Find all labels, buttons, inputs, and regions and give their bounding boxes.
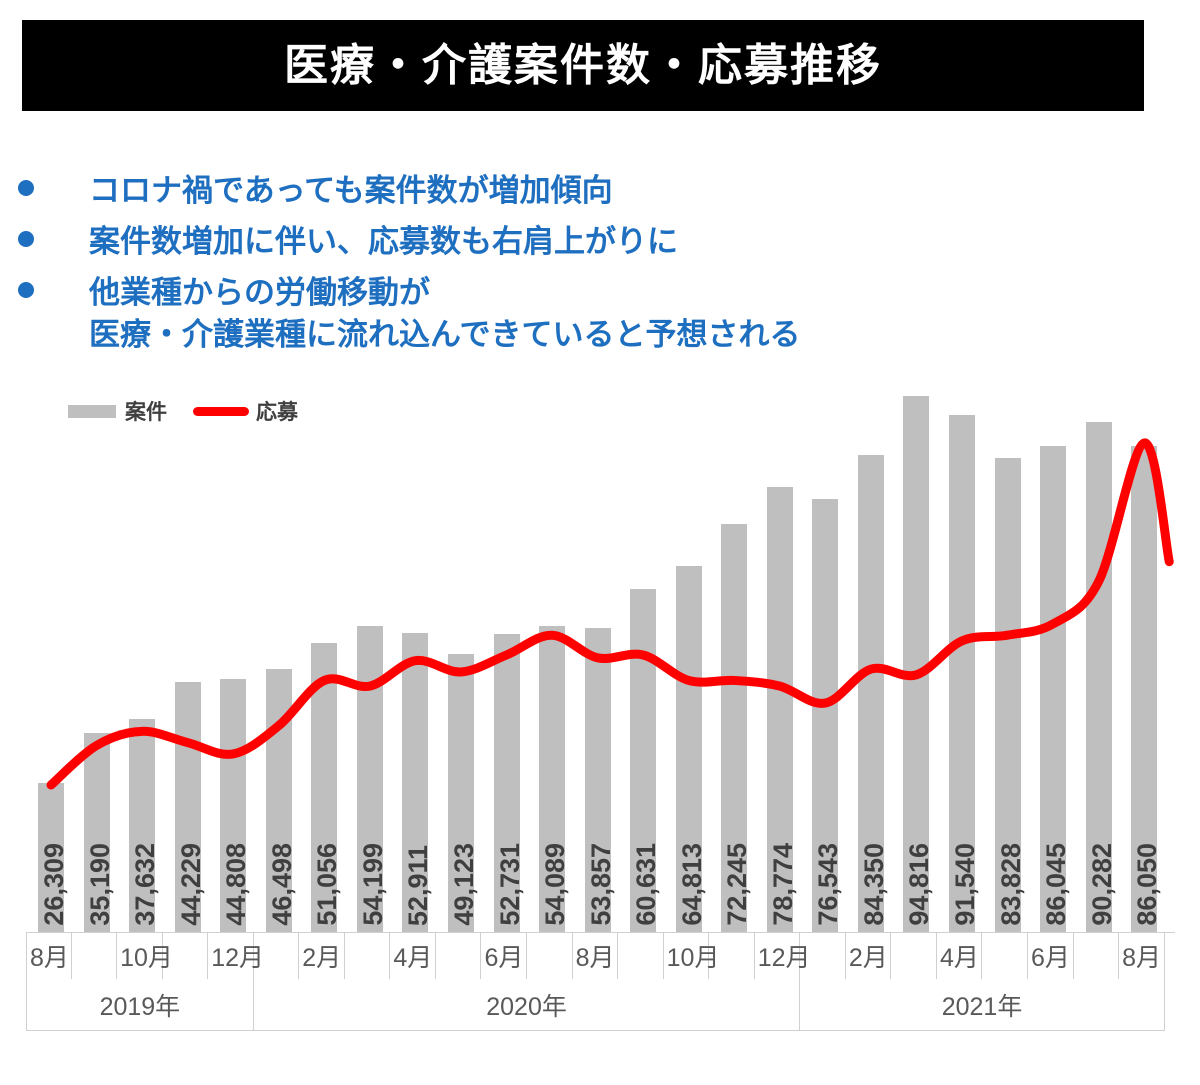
chart-bar-value-label: 90,282 <box>1086 843 1117 926</box>
bullet-line: 医療・介護業種に流れ込んできていると予想される <box>89 317 801 353</box>
axis-month-cell <box>254 933 300 979</box>
chart-bar-value-label: 54,089 <box>540 843 571 926</box>
bullet-text: コロナ禍であっても案件数が増加傾向 <box>89 170 613 213</box>
axis-month-label: 2月 <box>302 944 342 972</box>
chart-bar-value-label: 44,808 <box>221 843 252 926</box>
axis-month-label: 12月 <box>211 944 264 972</box>
axis-month-cell <box>1074 933 1120 979</box>
bullet-line: 案件数増加に伴い、応募数も右肩上がりに <box>89 223 678 259</box>
bullet-item: 他業種からの労働移動が医療・介護業種に流れ込んできていると予想される <box>18 272 1118 358</box>
legend-label: 応募 <box>256 401 298 424</box>
bullet-text: 案件数増加に伴い、応募数も右肩上がりに <box>89 221 678 264</box>
axis-year-group-cell: 2021年 <box>800 979 1165 1031</box>
chart-bar-value-label: 49,123 <box>448 843 479 926</box>
axis-month-label: 10月 <box>666 944 720 972</box>
axis-month-cell <box>618 933 664 979</box>
chart-legend: 案件 応募 <box>68 396 324 426</box>
chart-bar-value-label: 54,199 <box>357 843 388 926</box>
axis-month-cell: 6月 <box>481 933 528 979</box>
bullet-line: 他業種からの労働移動が <box>89 274 430 310</box>
chart-bar-value-label: 86,045 <box>1041 843 1072 926</box>
chart-bar-value-label: 64,813 <box>676 843 707 926</box>
axis-month-row: 8月 10月 12月 2月 4月 6月 8月 10月 12月 2月 4月 6月 8月 <box>26 932 1175 979</box>
axis-month-cell: 4月 <box>390 933 436 979</box>
axis-month-cell: 2月 <box>846 933 892 979</box>
chart-bar-value-label: 76,543 <box>813 843 844 926</box>
axis-month-cell <box>982 933 1029 979</box>
bullet-dot-icon <box>18 281 34 298</box>
chart-bar-value-label: 72,245 <box>722 843 753 926</box>
bullet-line: コロナ禍であっても案件数が増加傾向 <box>89 173 613 208</box>
axis-month-cell <box>436 933 482 979</box>
axis-year-label: 2021年 <box>941 992 1023 1021</box>
axis-month-cell: 10月 <box>664 933 719 979</box>
legend-line-swatch-icon <box>193 406 249 416</box>
chart-bar-value-label: 46,498 <box>266 843 297 926</box>
axis-month-label: 2月 <box>848 944 888 972</box>
chart-x-axis: 8月 10月 12月 2月 4月 6月 8月 10月 12月 2月 4月 6月 8月 2019年 2020… <box>26 932 1175 1031</box>
bullet-dot-icon <box>18 230 34 247</box>
axis-year-label: 2020年 <box>486 992 567 1021</box>
chart-bar-value-label: 51,056 <box>312 843 343 926</box>
chart-bar-value-label: 94,816 <box>904 843 935 926</box>
chart-bar-value-label: 44,229 <box>175 843 206 926</box>
chart-bar-value-label: 53,857 <box>585 843 616 926</box>
axis-month-label: 10月 <box>120 944 173 972</box>
chart-bar-value-label: 35,190 <box>84 843 115 926</box>
axis-month-cell: 12月 <box>208 933 264 979</box>
axis-year-group-cell: 2019年 <box>26 979 254 1031</box>
chart-bar-value-label: 83,828 <box>995 843 1026 926</box>
axis-month-cell: 8月 <box>26 933 72 979</box>
axis-year-group-cell: 2020年 <box>253 979 801 1031</box>
chart-bar-value-label: 91,540 <box>950 843 980 926</box>
legend-item-applications: 応募 <box>193 396 298 426</box>
axis-year-row: 2019年 2020年 2021年 <box>26 979 1175 1031</box>
axis-month-cell <box>709 933 755 979</box>
axis-month-cell: 4月 <box>937 933 983 979</box>
page-title: 医療・介護案件数・応募推移 <box>284 40 882 90</box>
chart-bar-value-label: 37,632 <box>130 843 161 926</box>
axis-month-label: 8月 <box>1122 944 1162 972</box>
axis-month-label: 6月 <box>484 944 524 972</box>
chart-bar-value-label: 52,731 <box>494 843 525 926</box>
chart-bar-value-label: 86,050 <box>1132 843 1163 926</box>
legend-label: 案件 <box>125 401 167 424</box>
chart-bar-value-label: 78,774 <box>767 843 798 926</box>
axis-month-label: 12月 <box>757 944 811 972</box>
axis-month-cell: 8月 <box>573 933 619 979</box>
bullet-dot-icon <box>18 180 34 196</box>
axis-month-cell <box>891 933 937 979</box>
axis-month-label: 6月 <box>1031 944 1070 972</box>
axis-month-cell: 10月 <box>117 933 173 979</box>
axis-month-cell <box>163 933 209 979</box>
chart-bar-value-label: 26,309 <box>39 843 69 926</box>
title-bar: 医療・介護案件数・応募推移 <box>22 20 1144 111</box>
axis-month-cell: 6月 <box>1028 933 1074 979</box>
axis-month-label: 4月 <box>393 944 433 972</box>
chart-bar-value-label: 52,911 <box>403 844 434 926</box>
bullet-item: コロナ禍であっても案件数が増加傾向 <box>18 170 1118 213</box>
bullet-list: コロナ禍であっても案件数が増加傾向 案件数増加に伴い、応募数も右肩上がりに 他業種か… <box>18 170 1118 365</box>
chart-bar-value-label: 84,350 <box>858 843 889 926</box>
legend-item-cases: 案件 <box>68 396 167 426</box>
axis-year-label: 2019年 <box>99 992 181 1021</box>
bullet-text: 他業種からの労働移動が医療・介護業種に流れ込んできていると予想される <box>89 272 800 358</box>
axis-month-cell: 2月 <box>299 933 345 979</box>
axis-month-cell: 12月 <box>755 933 811 979</box>
axis-month-label: 8月 <box>575 944 615 972</box>
axis-month-cell <box>800 933 846 979</box>
axis-month-cell <box>72 933 118 979</box>
axis-month-cell: 8月 <box>1119 933 1165 979</box>
legend-bar-swatch-icon <box>68 404 116 418</box>
axis-month-label: 8月 <box>30 944 69 972</box>
axis-month-cell <box>345 933 391 979</box>
chart-bar <box>38 783 64 932</box>
bullet-item: 案件数増加に伴い、応募数も右肩上がりに <box>18 221 1118 264</box>
chart-bar-value-label: 60,631 <box>631 843 662 926</box>
axis-month-label: 4月 <box>939 944 979 972</box>
axis-month-cell <box>527 933 573 979</box>
